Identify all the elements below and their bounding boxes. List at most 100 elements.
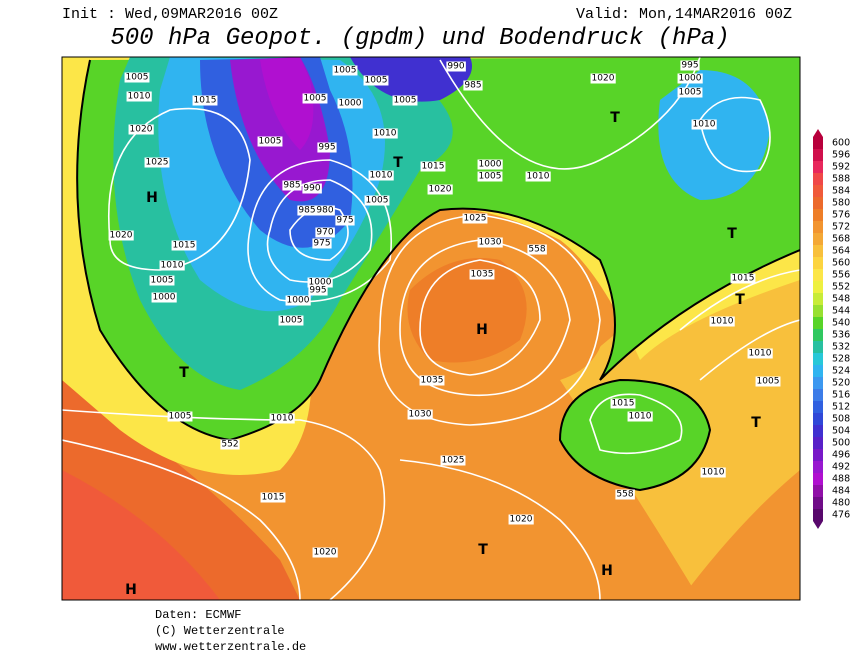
colorbar-swatch [813,161,823,173]
isobar-label-box [677,73,703,84]
isobar-label: 1000 [339,99,362,109]
isobar-label: 1010 [370,171,393,181]
isobar-label: 980 [316,206,333,216]
isobar-label-box [615,489,635,500]
isobar-label: 1005 [366,196,389,206]
isobar-label-box [307,277,333,288]
isobar-label-box [337,98,363,109]
isobar-label-box [462,213,488,224]
pressure-center: T [610,110,620,126]
init-time: Init : Wed,09MAR2016 00Z [62,6,278,23]
colorbar-swatch [813,389,823,401]
isobar-label-box [477,171,503,182]
isobar-label: 1010 [161,261,184,271]
valid-time: Valid: Mon,14MAR2016 00Z [576,6,792,23]
isobar-label: 558 [528,245,545,255]
colorbar-swatch [813,401,823,413]
isobar-label: 1015 [173,241,196,251]
field-504 [350,57,472,102]
isobar-label: 990 [303,184,320,194]
isobar-label: 985 [464,81,481,91]
pressure-center: T [393,155,403,171]
isobar-label-box [590,73,616,84]
isobar-label: 1020 [110,231,133,241]
isobar-label: 1005 [479,172,502,182]
isobar-label: 1005 [365,76,388,86]
colorbar-swatch [813,449,823,461]
isobar-label-box [257,136,283,147]
isobar-label-box [363,75,389,86]
colorbar-label: 536 [832,330,850,341]
colorbar-cap [813,129,823,137]
colorbar-label: 488 [832,474,850,485]
pressure-center: T [727,226,737,242]
colorbar: 6005965925885845805765725685645605565525… [813,129,850,529]
colorbar-swatch [813,341,823,353]
pressure-center: H [125,582,137,598]
isobar-label: 1015 [732,274,755,284]
colorbar-label: 560 [832,258,850,269]
pressure-center: T [735,292,745,308]
isobar-label-box [308,285,328,296]
isobar-label-box [368,170,394,181]
colorbar-swatch [813,317,823,329]
isobar-label-box [269,413,295,424]
colorbar-label: 592 [832,162,850,173]
colorbar-label: 528 [832,354,850,365]
isobar-label-box [469,269,495,280]
colorbar-label: 564 [832,246,850,257]
colorbar-label: 556 [832,270,850,281]
colorbar-label: 520 [832,378,850,389]
isobar-label: 1010 [702,468,725,478]
colorbar-label: 568 [832,234,850,245]
isobar-label-box [282,180,302,191]
isobar-label-box [167,411,193,422]
pressure-center: T [478,542,488,558]
isobar-label: 995 [309,286,326,296]
colorbar-label: 484 [832,486,850,497]
colorbar-label: 576 [832,210,850,221]
colorbar-label: 600 [832,138,850,149]
colorbar-swatch [813,437,823,449]
colorbar-label: 584 [832,186,850,197]
website-url: www.wetterzentrale.de [155,640,306,654]
isobar-label: 970 [316,228,333,238]
colorbar-label: 516 [832,390,850,401]
isobar-label: 1025 [464,214,487,224]
map-labels: 1005 1010 1015 1020 1025 H 1020 1015 1010 1005 100… [108,60,781,598]
isobar-label: 1005 [394,96,417,106]
colorbar-label: 540 [832,318,850,329]
isobar-label: 1005 [169,412,192,422]
colorbar-swatch [813,209,823,221]
isobar-label: 1005 [126,73,149,83]
colorbar-swatch [813,305,823,317]
isobar-label: 1015 [194,96,217,106]
isobar-label-box [477,237,503,248]
isobar-label: 558 [616,490,633,500]
isobar-label: 1020 [429,185,452,195]
isobar-label: 1000 [479,160,502,170]
copyright: (C) Wetterzentrale [155,624,285,638]
pressure-center: H [476,322,488,338]
isobar-label: 975 [313,239,330,249]
isobar-label: 1015 [262,493,285,503]
colorbar-swatch [813,413,823,425]
isobar-label-box [315,205,335,216]
isobar-label-box [677,87,703,98]
field-572 [407,258,527,363]
isobar-label-box [126,91,152,102]
field-524e [658,70,770,200]
isobar-label-box [691,119,717,130]
colorbar-swatch [813,197,823,209]
pressure-center: H [601,563,613,579]
field-580 [62,470,220,600]
isobar-label: 1030 [409,410,432,420]
isobar-label: 1030 [479,238,502,248]
map-field: 1005 1010 1015 1020 1025 H 1020 1015 1010 1005 100… [62,57,800,600]
isobar-label: 1015 [422,162,445,172]
isobar-label: 1005 [280,316,303,326]
isobar-label: 1010 [527,172,550,182]
isobar-label-box [332,65,358,76]
isobar-label-box [525,171,551,182]
colorbar-swatch [813,365,823,377]
